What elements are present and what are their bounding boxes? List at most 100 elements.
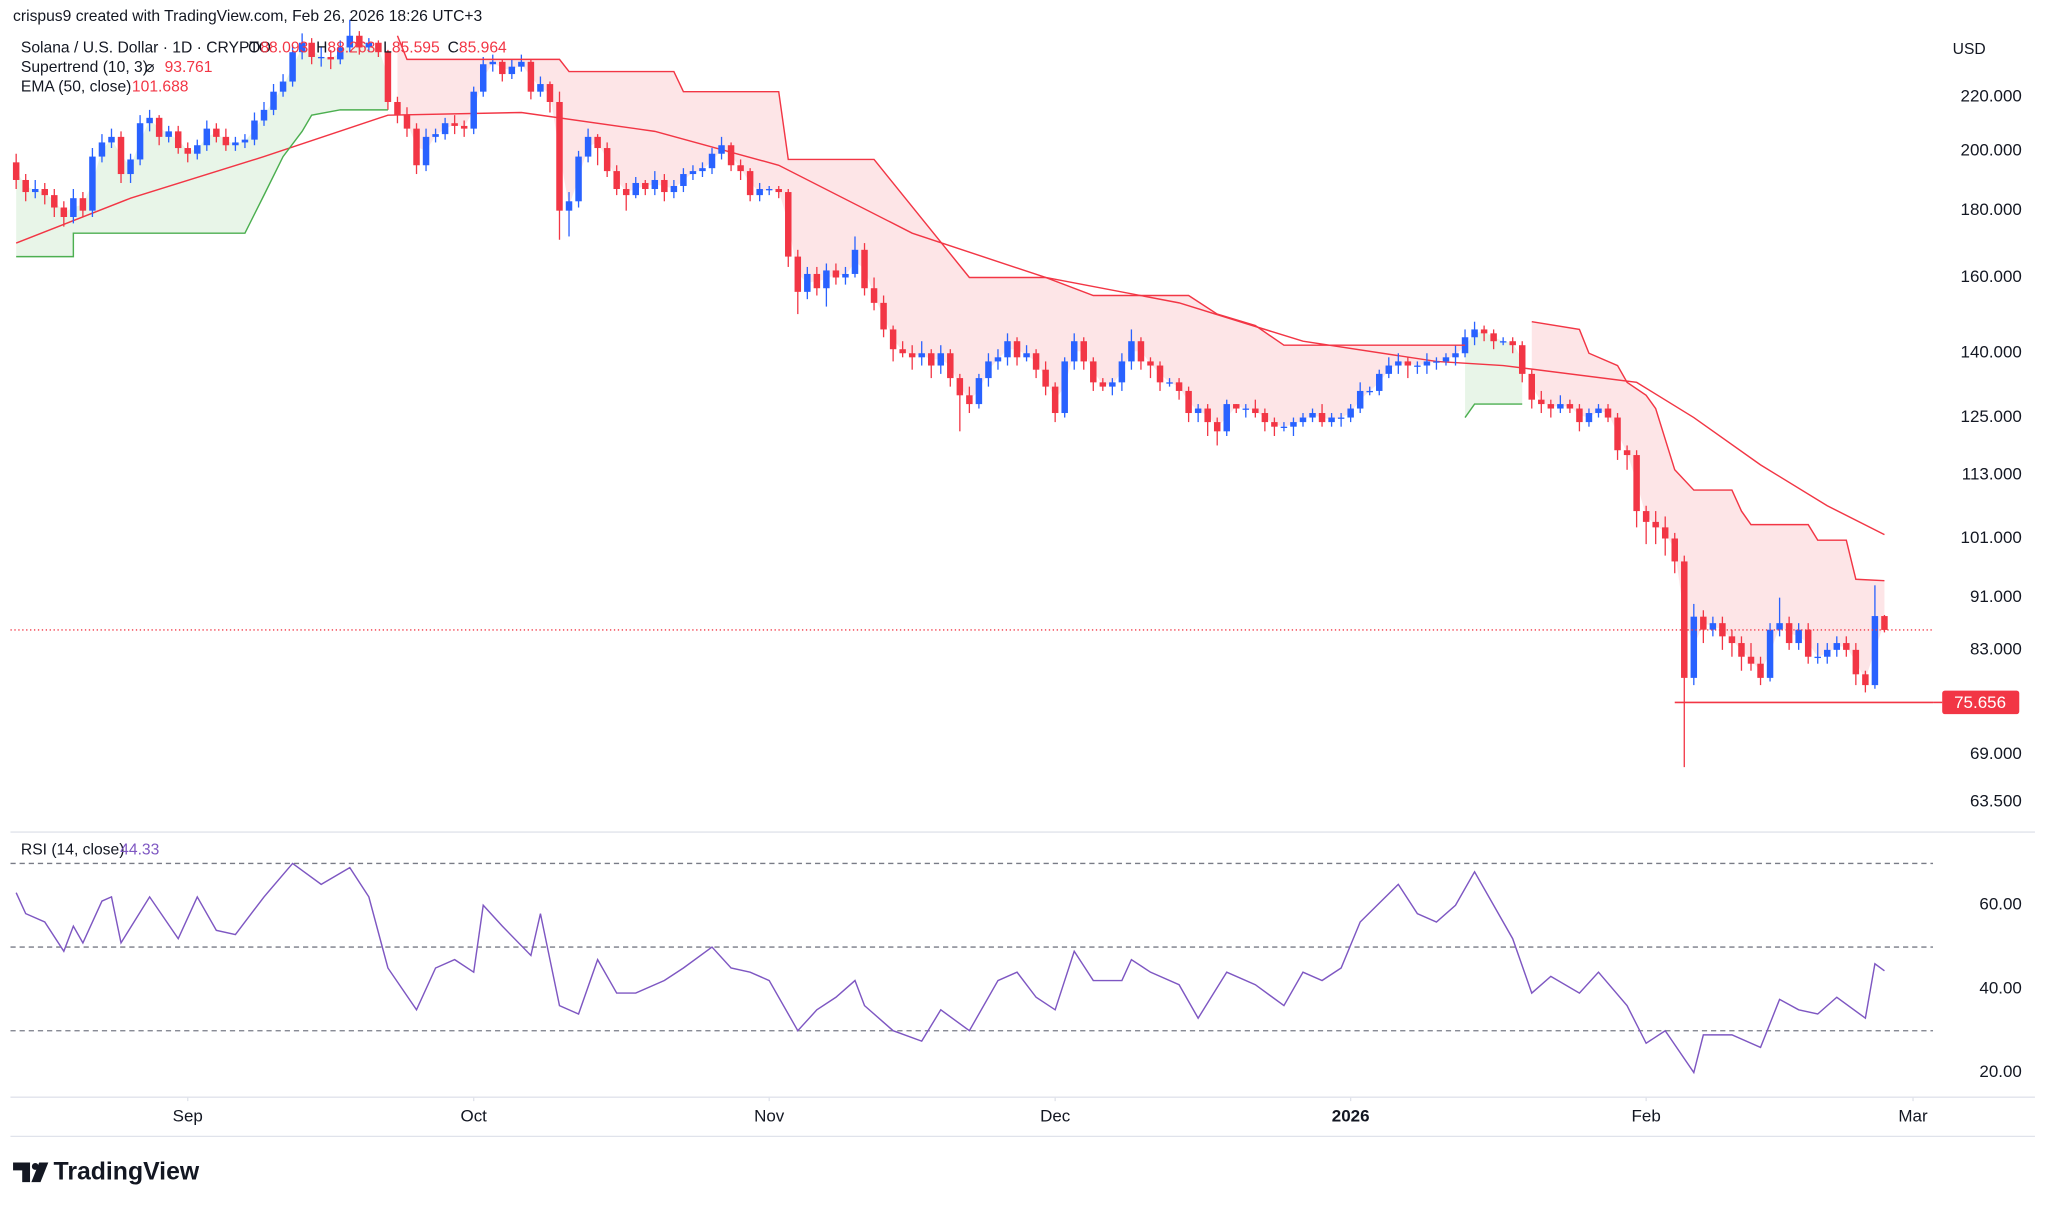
candle-body — [851, 249, 859, 274]
candle-body — [1128, 341, 1135, 362]
x-tick-label: Dec — [1040, 1106, 1071, 1125]
candle-body — [79, 198, 87, 211]
candle-body — [1328, 417, 1335, 423]
candle-body — [1661, 527, 1669, 539]
candle-body — [1051, 386, 1059, 414]
candle-body — [1490, 333, 1497, 342]
candle-body — [584, 136, 592, 157]
candle-body — [622, 189, 630, 196]
candle-body — [603, 148, 611, 172]
candle-body — [670, 185, 678, 193]
candle-body — [146, 117, 153, 124]
candle-body — [1080, 341, 1087, 362]
price-label: 75.656 — [1954, 693, 2006, 712]
candle-body — [737, 165, 744, 172]
supertrend-line — [16, 109, 1523, 418]
candle-body — [441, 123, 449, 135]
rsi-pane — [10, 862, 1934, 1075]
candle-body — [889, 329, 897, 350]
candle-body — [1824, 649, 1831, 657]
x-tick-label: 2026 — [1332, 1106, 1370, 1125]
candle-body — [651, 179, 659, 190]
candle-body — [289, 52, 296, 82]
candle-body — [956, 378, 964, 396]
symbol-title: Solana / U.S. Dollar · 1D · CRYPTO — [21, 40, 271, 57]
candle-body — [479, 64, 487, 92]
candle-body — [1690, 616, 1698, 678]
candle-body — [661, 179, 668, 193]
candle-body — [327, 56, 334, 60]
candle-body — [537, 84, 544, 92]
candle-body — [1614, 417, 1621, 451]
author-line: crispus9 created with TradingView.com, F… — [13, 8, 483, 25]
ohlc-prefix: H — [316, 40, 327, 57]
y-tick-label: 91.000 — [1970, 587, 2022, 606]
candle-body — [155, 117, 163, 137]
candle-body — [1376, 373, 1383, 391]
candle-body — [432, 134, 439, 137]
candle-body — [499, 61, 506, 75]
candle-body — [213, 128, 220, 137]
candle-body — [1509, 341, 1516, 346]
candle-body — [1366, 390, 1373, 393]
candle-body — [89, 156, 96, 211]
y-tick-label: 60.00 — [1979, 895, 2021, 914]
candle-body — [1395, 361, 1402, 366]
candle-body — [375, 42, 382, 53]
candle-body — [1633, 455, 1640, 512]
candle-body — [1547, 404, 1555, 409]
candle-body — [1423, 361, 1431, 366]
candle-body — [1747, 656, 1755, 664]
candle-body — [794, 256, 802, 292]
candle-body — [1175, 382, 1183, 391]
candle-body — [1766, 629, 1774, 678]
candle-body — [136, 123, 144, 160]
candle-body — [1290, 422, 1297, 427]
candle-body — [861, 249, 868, 289]
rsi-legend: RSI (14, close) — [21, 841, 125, 858]
y-tick-label: 220.000 — [1961, 86, 2022, 105]
candle-body — [1042, 369, 1049, 387]
price-label-box — [1942, 690, 2020, 715]
candle-body — [880, 302, 887, 330]
candle-body — [842, 273, 849, 278]
y-tick-label: 20.00 — [1979, 1062, 2021, 1081]
candle-body — [1595, 408, 1602, 414]
candle-body — [1242, 408, 1250, 410]
candle-body — [1404, 361, 1412, 366]
candle-body — [317, 56, 325, 59]
candle-body — [1642, 511, 1650, 522]
candle-body — [975, 378, 983, 405]
candle-body — [1843, 643, 1850, 650]
candle-body — [1442, 357, 1450, 362]
candle-body — [1185, 390, 1192, 414]
candle-body — [908, 353, 916, 358]
x-tick-label: Mar — [1898, 1106, 1928, 1125]
candle-body — [1833, 643, 1841, 650]
brand-name: TradingView — [54, 1159, 200, 1186]
candle-body — [1414, 365, 1421, 367]
candle-body — [1070, 341, 1078, 362]
candle-body — [270, 91, 277, 110]
candle-body — [918, 353, 925, 358]
candle-body — [546, 84, 554, 102]
candle-body — [1499, 341, 1507, 343]
candle-body — [470, 91, 477, 129]
candle-body — [194, 145, 201, 154]
candle-body — [1109, 382, 1116, 387]
candle-body — [1032, 353, 1040, 370]
candle-body — [1757, 663, 1764, 678]
ohlc-prefix: C — [448, 40, 459, 57]
candle-body — [1233, 404, 1240, 409]
candle-body — [746, 171, 754, 196]
candle-body — [12, 162, 20, 180]
candle-body — [346, 35, 354, 48]
candle-body — [556, 101, 563, 211]
candle-body — [489, 61, 497, 65]
candle-body — [1452, 353, 1459, 358]
candle-body — [785, 192, 792, 257]
candle-body — [1785, 623, 1793, 644]
candle-body — [1471, 329, 1478, 338]
rsi-value: 44.33 — [120, 841, 159, 858]
